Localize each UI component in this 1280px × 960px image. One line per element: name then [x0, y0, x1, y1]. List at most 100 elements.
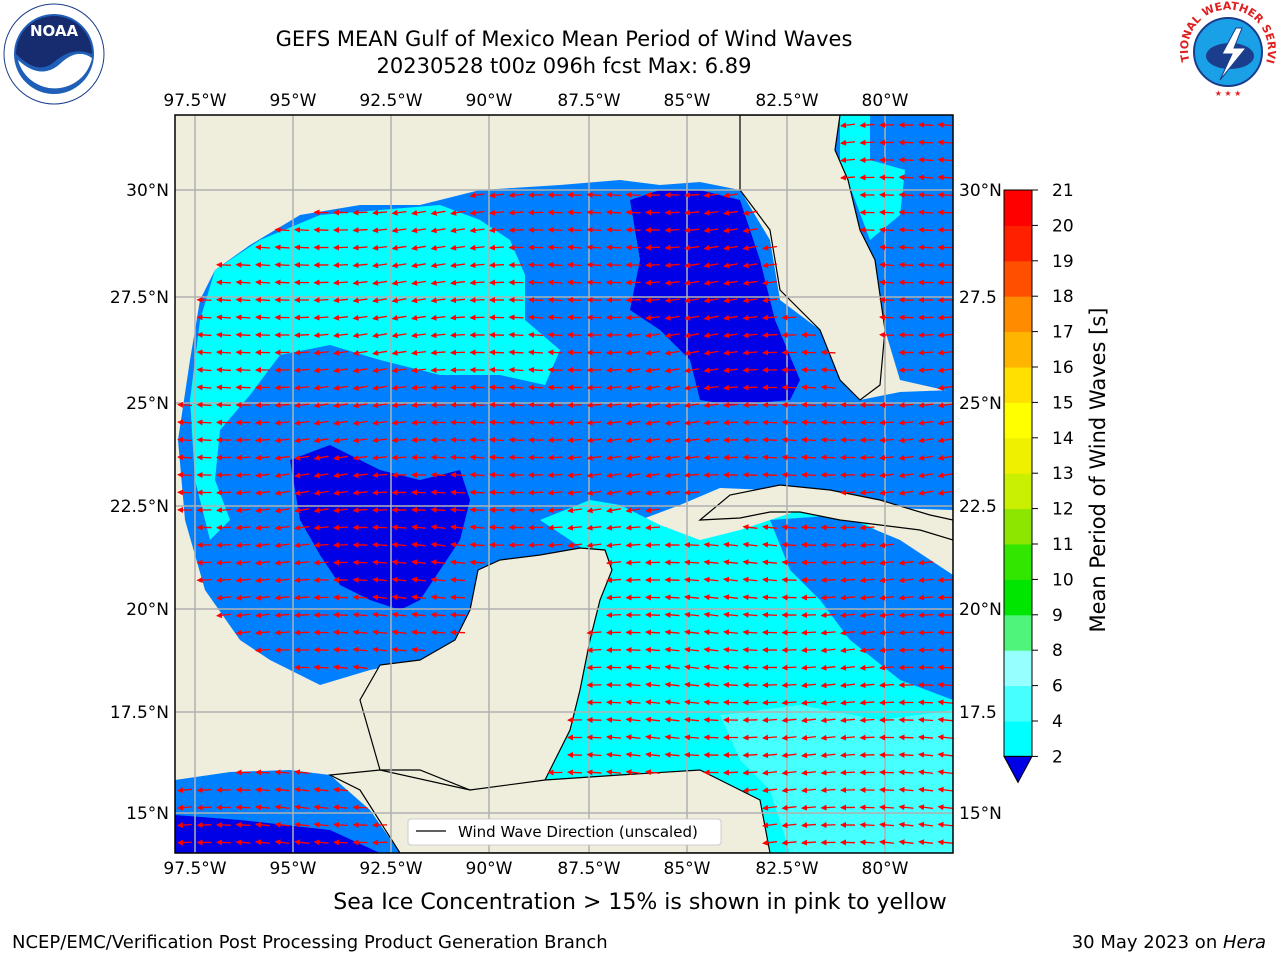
wind-arrow-icon	[684, 314, 700, 321]
wind-arrow-icon	[274, 629, 290, 636]
wind-arrow-icon	[898, 296, 914, 303]
wind-arrow-icon	[684, 541, 700, 548]
wind-arrow-icon	[762, 349, 778, 356]
wind-arrow-icon	[274, 786, 290, 793]
wind-arrow-icon	[430, 524, 446, 531]
chart-subtitle: 20230528 t00z 096h fcst Max: 6.89	[376, 54, 752, 78]
wind-arrow-icon	[723, 576, 739, 583]
wind-arrow-icon	[664, 594, 680, 601]
lat-tick-left: 30°N	[126, 181, 169, 201]
wind-arrow-icon	[762, 611, 778, 618]
wind-arrow-icon	[352, 437, 368, 444]
wind-arrow-icon	[879, 699, 895, 706]
wind-arrow-icon	[937, 209, 953, 216]
wind-arrow-icon	[216, 261, 232, 268]
wind-arrow-icon	[372, 524, 388, 531]
map-legend: Wind Wave Direction (unscaled)	[407, 818, 722, 846]
lat-tick-left: 22.5°N	[110, 497, 169, 517]
wind-arrow-icon	[801, 541, 817, 548]
wind-arrow-icon	[450, 436, 466, 443]
wind-arrow-icon	[742, 576, 758, 583]
wind-arrow-icon	[918, 751, 934, 758]
wind-arrow-icon	[820, 682, 836, 689]
wind-arrow-icon	[664, 489, 680, 496]
wind-arrow-icon	[937, 121, 953, 128]
wind-arrow-icon	[625, 751, 641, 758]
wind-arrow-icon	[567, 296, 583, 303]
wind-arrow-icon	[762, 752, 778, 759]
wind-arrow-icon	[255, 419, 271, 426]
wind-arrow-icon	[664, 297, 680, 304]
wind-arrow-icon	[898, 419, 914, 426]
wind-arrow-icon	[937, 821, 953, 828]
wind-arrow-icon	[703, 646, 719, 653]
wind-arrow-icon	[352, 209, 368, 216]
wind-arrow-icon	[391, 349, 407, 356]
colorbar-segment	[1004, 331, 1032, 368]
wind-arrow-icon	[859, 647, 875, 654]
colorbar-segment	[1004, 473, 1032, 510]
wind-arrow-icon	[703, 279, 719, 286]
wind-arrow-icon	[411, 419, 427, 426]
wind-arrow-icon	[859, 489, 875, 496]
wind-arrow-icon	[723, 244, 739, 251]
wind-arrow-icon	[450, 227, 466, 234]
colorbar-segment	[1004, 544, 1032, 580]
wind-arrow-icon	[255, 559, 271, 566]
wind-arrow-icon	[469, 559, 485, 566]
wind-arrow-icon	[859, 734, 875, 741]
wind-arrow-icon	[255, 612, 271, 619]
wind-arrow-icon	[528, 507, 544, 514]
wind-arrow-icon	[235, 366, 251, 373]
wind-arrow-icon	[216, 366, 232, 373]
wind-arrow-icon	[625, 437, 641, 444]
wind-arrow-icon	[391, 524, 407, 531]
wind-arrow-icon	[937, 332, 953, 339]
wind-arrow-icon	[411, 279, 427, 286]
colorbar-tick-label: 2	[1052, 747, 1063, 767]
wind-arrow-icon	[645, 314, 661, 321]
wind-arrow-icon	[177, 489, 193, 496]
wind-arrow-icon	[723, 419, 739, 426]
wind-arrow-icon	[645, 332, 661, 339]
lat-tick-left: 25°N	[126, 394, 169, 414]
wind-arrow-icon	[937, 734, 953, 741]
wind-arrow-icon	[352, 489, 368, 496]
wind-arrow-icon	[762, 787, 778, 794]
wind-arrow-icon	[235, 507, 251, 514]
wind-arrow-icon	[645, 716, 661, 723]
wind-arrow-icon	[820, 647, 836, 654]
wind-arrow-icon	[742, 209, 758, 216]
wind-arrow-icon	[742, 629, 758, 636]
wind-arrow-icon	[177, 471, 193, 478]
wind-arrow-icon	[586, 279, 602, 286]
wind-arrow-icon	[391, 384, 407, 391]
caribbean-blue	[770, 515, 953, 700]
wind-arrow-icon	[742, 559, 758, 566]
wind-arrow-icon	[586, 751, 602, 758]
wind-arrow-icon	[430, 384, 446, 391]
wind-arrow-icon	[547, 349, 563, 356]
wind-arrow-icon	[489, 436, 505, 443]
wind-arrow-icon	[274, 419, 290, 426]
wind-arrow-icon	[216, 384, 232, 391]
wind-arrow-icon	[352, 664, 368, 671]
wind-arrow-icon	[333, 611, 349, 618]
wind-arrow-icon	[762, 734, 778, 741]
wind-arrow-icon	[255, 542, 271, 549]
wind-arrow-icon	[391, 419, 407, 426]
wind-arrow-icon	[898, 559, 914, 566]
wind-arrow-icon	[801, 629, 817, 636]
wind-arrow-icon	[801, 436, 817, 443]
wind-arrow-icon	[879, 542, 895, 549]
wind-arrow-icon	[664, 611, 680, 618]
wind-arrow-icon	[469, 541, 485, 548]
colorbar-label: Mean Period of Wind Waves [s]	[1086, 308, 1110, 633]
wind-arrow-icon	[274, 367, 290, 374]
wind-arrow-icon	[489, 227, 505, 234]
wind-arrow-icon	[645, 472, 661, 479]
wind-arrow-icon	[352, 279, 368, 286]
wind-arrow-icon	[274, 226, 290, 233]
wind-arrow-icon	[684, 402, 700, 409]
wind-arrow-icon	[255, 244, 271, 251]
